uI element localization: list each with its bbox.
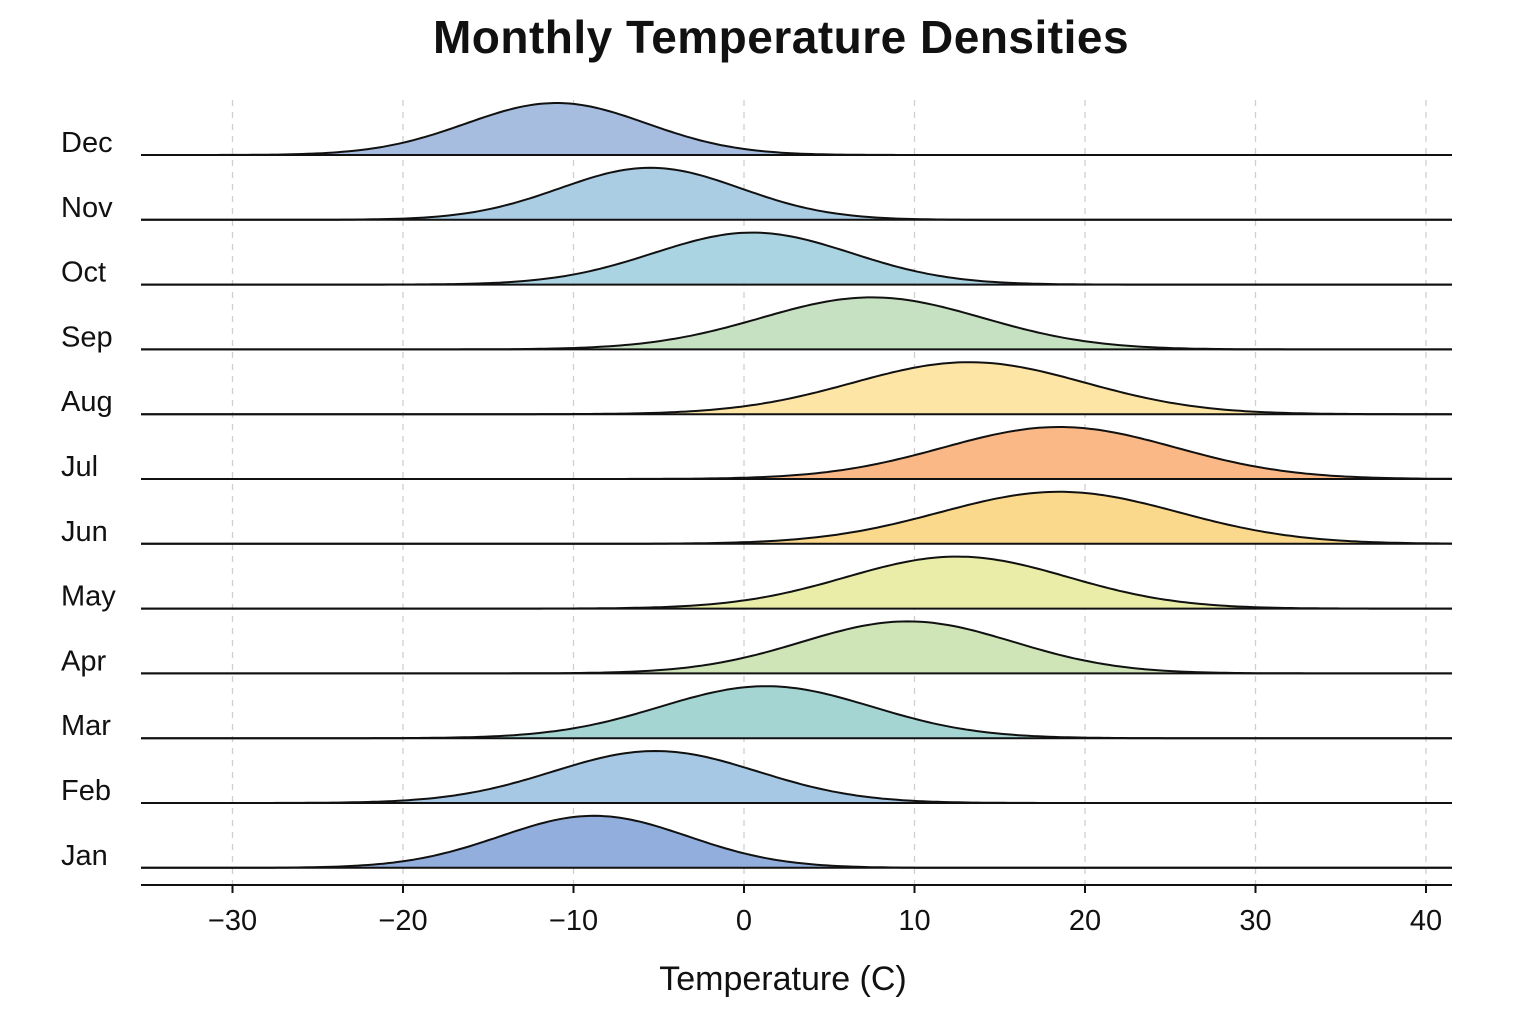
ridge-fill: [141, 686, 1452, 739]
x-tick-label: 40: [1410, 905, 1442, 937]
ridge-fill: [141, 491, 1452, 544]
x-tick-label: 0: [736, 905, 752, 937]
x-tick-label: −20: [378, 905, 427, 937]
month-label-jul: Jul: [61, 451, 98, 483]
month-label-may: May: [61, 581, 116, 613]
ridge-fill: [141, 621, 1452, 674]
month-label-jun: Jun: [61, 516, 108, 548]
ridge-jan: [141, 814, 1452, 869]
x-axis-title: Temperature (C): [659, 960, 907, 998]
ridge-layer: [141, 102, 1453, 869]
month-label-feb: Feb: [61, 775, 111, 807]
month-label-oct: Oct: [61, 257, 106, 289]
month-label-nov: Nov: [61, 192, 113, 224]
ridge-feb: [141, 750, 1452, 804]
x-tick-label: 30: [1239, 905, 1271, 937]
ridge-sep: [141, 296, 1452, 351]
ridge-fill: [141, 751, 1452, 803]
ridge-fill: [141, 167, 1452, 220]
month-label-mar: Mar: [61, 710, 111, 742]
chart-title: Monthly Temperature Densities: [432, 11, 1130, 63]
ridge-may: [141, 555, 1452, 610]
month-label-sep: Sep: [61, 321, 113, 353]
ridge-jun: [141, 490, 1453, 545]
ridge-fill: [141, 232, 1452, 285]
month-label-aug: Aug: [61, 386, 113, 418]
ridge-jul: [141, 426, 1452, 480]
x-tick-label: −10: [549, 905, 598, 937]
ridge-mar: [141, 685, 1452, 740]
x-tick-label: 10: [898, 905, 930, 937]
ridge-dec: [141, 102, 1452, 156]
x-tick-label: −30: [208, 905, 257, 937]
month-label-dec: Dec: [61, 127, 113, 159]
x-axis: −30 −20 −10 0 10 20 30 40: [141, 884, 1452, 937]
ridge-fill: [141, 103, 1452, 155]
x-tick-label: 20: [1069, 905, 1101, 937]
month-label-jan: Jan: [61, 840, 108, 872]
ridge-fill: [141, 297, 1452, 350]
ridge-aug: [141, 361, 1452, 416]
ridge-nov: [141, 166, 1452, 221]
month-label-apr: Apr: [61, 645, 106, 677]
ridge-fill: [141, 815, 1452, 868]
ridge-fill: [141, 427, 1452, 479]
ridge-apr: [141, 620, 1452, 675]
ridge-fill: [141, 362, 1452, 415]
ridge-fill: [141, 556, 1452, 609]
month-labels: Dec Nov Oct Sep Aug Jul Jun May Apr Mar Feb Jan: [61, 127, 116, 872]
ridge-oct: [141, 231, 1452, 286]
